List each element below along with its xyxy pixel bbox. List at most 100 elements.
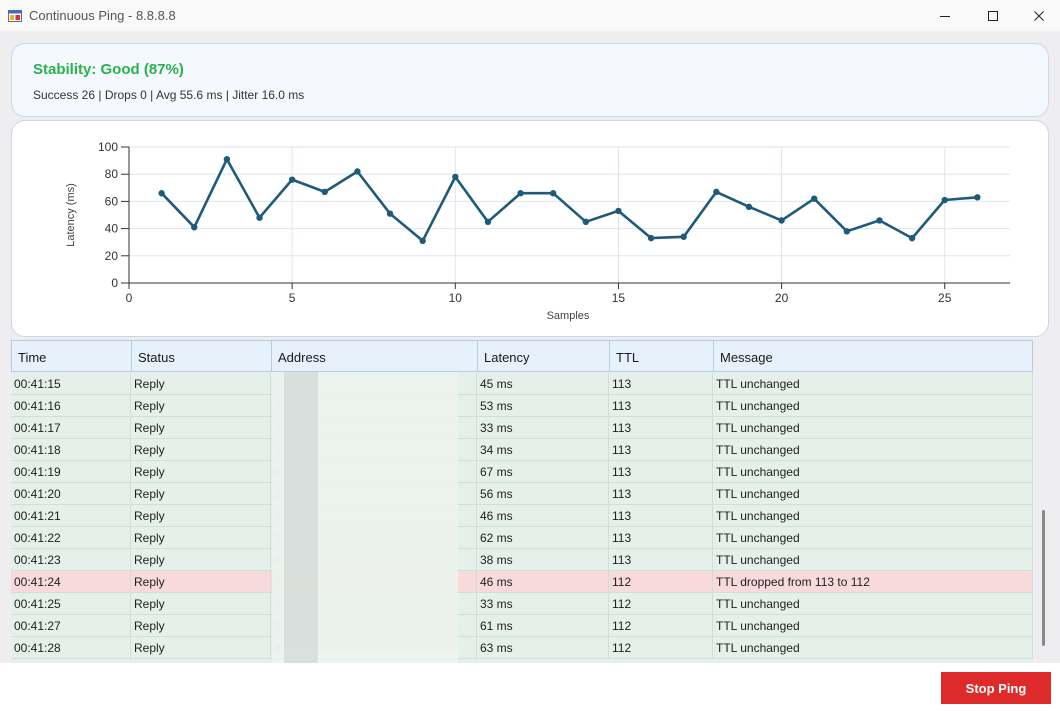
y-tick-label: 60 [105, 194, 119, 208]
cell-time: 00:41:19 [11, 461, 131, 483]
cell-ttl: 113 [609, 505, 713, 527]
cell-time: 00:41:25 [11, 593, 131, 615]
cell-status: Reply [131, 439, 271, 461]
y-axis-label: Latency (ms) [65, 183, 77, 247]
cell-message: TTL unchanged [713, 417, 1033, 439]
cell-ttl: 113 [609, 549, 713, 571]
cell-message: TTL unchanged [713, 373, 1033, 395]
cell-time: 00:41:15 [11, 373, 131, 395]
cell-status: Reply [131, 461, 271, 483]
cell-latency: 46 ms [477, 505, 609, 527]
cell-time: 00:41:20 [11, 483, 131, 505]
data-point [288, 176, 296, 183]
bottom-bar [0, 663, 1060, 711]
cell-ttl: 113 [609, 417, 713, 439]
table-header: Time Status Address Latency TTL Message [11, 340, 1033, 372]
data-point [419, 237, 426, 245]
cell-message: TTL unchanged [713, 615, 1033, 637]
data-point [386, 210, 394, 217]
y-tick-label: 20 [105, 249, 119, 263]
y-tick-label: 80 [105, 167, 119, 181]
title-bar[interactable]: Continuous Ping - 8.8.8.8 [0, 0, 1060, 31]
x-tick-label: 15 [612, 291, 626, 305]
data-point [452, 173, 459, 181]
cell-message: TTL unchanged [713, 593, 1033, 615]
cell-status: Reply [131, 373, 271, 395]
data-point [549, 190, 557, 197]
app-icon [8, 9, 22, 23]
data-point [354, 168, 361, 175]
cell-latency: 53 ms [477, 395, 609, 417]
column-header-ttl[interactable]: TTL [610, 341, 714, 371]
column-header-address[interactable]: Address [272, 341, 478, 371]
latency-chart-panel: 0 20 40 60 80 100 0 5 10 15 20 25 Samples Latency … [11, 120, 1049, 337]
scrollbar-thumb[interactable] [1042, 510, 1045, 646]
cell-message: TTL unchanged [713, 527, 1033, 549]
data-point [582, 218, 590, 225]
cell-time: 00:41:28 [11, 637, 131, 659]
x-tick-label: 25 [938, 291, 952, 305]
cell-latency: 46 ms [477, 571, 609, 593]
cell-latency: 34 ms [477, 439, 609, 461]
cell-ttl: 113 [609, 373, 713, 395]
cell-status: Reply [131, 483, 271, 505]
cell-status: Reply [131, 505, 271, 527]
column-header-message[interactable]: Message [714, 341, 1033, 371]
y-tick-label: 40 [105, 222, 119, 236]
cell-ttl: 113 [609, 395, 713, 417]
column-header-latency[interactable]: Latency [478, 341, 610, 371]
cell-message: TTL unchanged [713, 549, 1033, 571]
minimize-button[interactable] [922, 0, 968, 31]
cell-latency: 33 ms [477, 593, 609, 615]
x-tick-label: 5 [289, 291, 296, 305]
column-header-time[interactable]: Time [12, 341, 132, 371]
data-point [713, 188, 720, 196]
maximize-button[interactable] [970, 0, 1016, 31]
data-point [843, 228, 851, 235]
cell-status: Reply [131, 615, 271, 637]
cell-ttl: 112 [609, 637, 713, 659]
data-point [647, 234, 655, 242]
cell-message: TTL unchanged [713, 483, 1033, 505]
stats-panel: Stability: Good (87%) Success 26 | Drops… [11, 43, 1049, 117]
cell-time: 00:41:27 [11, 615, 131, 637]
cell-latency: 61 ms [477, 615, 609, 637]
cell-latency: 33 ms [477, 417, 609, 439]
close-button[interactable] [1016, 0, 1060, 31]
cell-ttl: 113 [609, 439, 713, 461]
cell-time: 00:41:24 [11, 571, 131, 593]
cell-time: 00:41:23 [11, 549, 131, 571]
data-point [876, 217, 883, 224]
data-point [223, 156, 231, 163]
close-icon [1034, 10, 1044, 21]
cell-ttl: 112 [609, 615, 713, 637]
ping-results-table[interactable]: Time Status Address Latency TTL Message 00:41… [11, 340, 1033, 663]
cell-status: Reply [131, 527, 271, 549]
column-header-status[interactable]: Status [132, 341, 272, 371]
data-point [745, 203, 753, 211]
vertical-scrollbar[interactable] [1033, 340, 1049, 663]
data-point [321, 188, 328, 196]
window-title: Continuous Ping - 8.8.8.8 [29, 8, 176, 23]
cell-message: TTL unchanged [713, 439, 1033, 461]
cell-latency: 38 ms [477, 549, 609, 571]
cell-message: TTL unchanged [713, 461, 1033, 483]
cell-ttl: 113 [609, 483, 713, 505]
stop-ping-button[interactable]: Stop Ping [941, 672, 1051, 704]
cell-latency: 56 ms [477, 483, 609, 505]
x-tick-label: 20 [775, 291, 789, 305]
cell-latency: 67 ms [477, 461, 609, 483]
